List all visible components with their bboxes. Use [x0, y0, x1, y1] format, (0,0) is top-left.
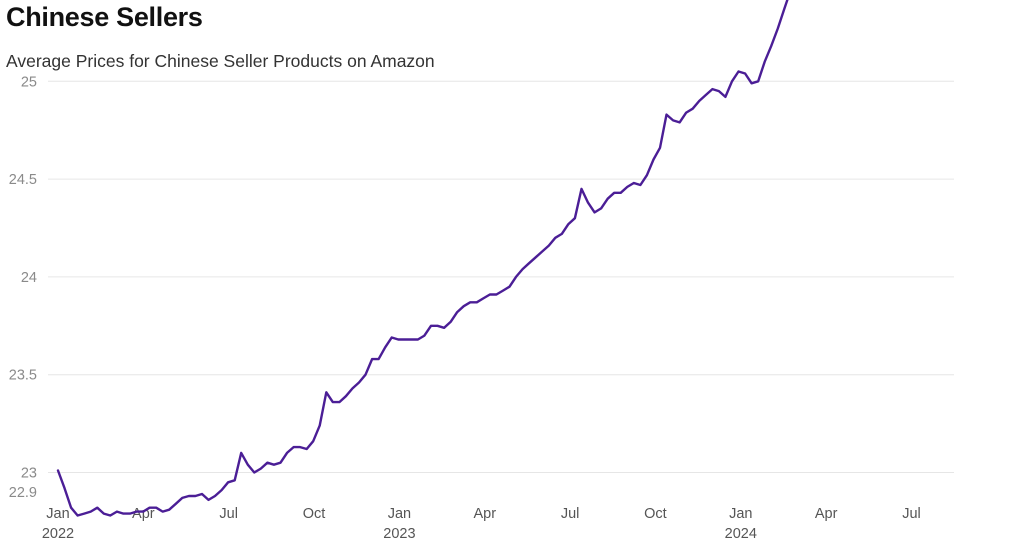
- y-tick-label-24-5: 24.5: [9, 172, 37, 188]
- x-tick-label-jan-2024: Jan: [729, 506, 752, 522]
- x-tick-year-2024: 2024: [725, 526, 757, 542]
- y-tick-label-24: 24: [21, 270, 37, 286]
- chart-title: Chinese Sellers: [6, 2, 203, 32]
- y-tick-label-25: 25: [21, 74, 37, 90]
- x-axis-tick-labels: Jan 2022 Apr Jul Oct Jan 2023 Apr Jul Oct Jan 2024 A…: [42, 506, 921, 542]
- x-tick-label-jul-6: Jul: [561, 506, 580, 522]
- x-tick-label-jul-2: Jul: [219, 506, 238, 522]
- x-tick-label-apr-9: Apr: [815, 506, 838, 522]
- y-tick-label-22-9: 22.9: [9, 485, 37, 501]
- x-tick-year-2023: 2023: [383, 526, 415, 542]
- chart-subtitle: Average Prices for Chinese Seller Produc…: [6, 51, 435, 71]
- x-tick-label-oct-7: Oct: [644, 506, 667, 522]
- y-tick-label-23-5: 23.5: [9, 368, 37, 384]
- x-tick-label-jan-2022: Jan: [46, 506, 69, 522]
- gridlines: [48, 80, 954, 473]
- x-tick-label-apr-5: Apr: [473, 506, 496, 522]
- x-tick-label-apr-1: Apr: [132, 506, 155, 522]
- x-tick-label-jul-10: Jul: [902, 506, 921, 522]
- y-tick-label-23: 23: [21, 466, 37, 482]
- series-layer: Price: [56, 0, 789, 517]
- x-tick-label-oct-3: Oct: [303, 506, 326, 522]
- x-tick-label-jan-2023: Jan: [388, 506, 411, 522]
- series-line-price: [56, 0, 789, 517]
- x-tick-year-2022: 2022: [42, 526, 74, 542]
